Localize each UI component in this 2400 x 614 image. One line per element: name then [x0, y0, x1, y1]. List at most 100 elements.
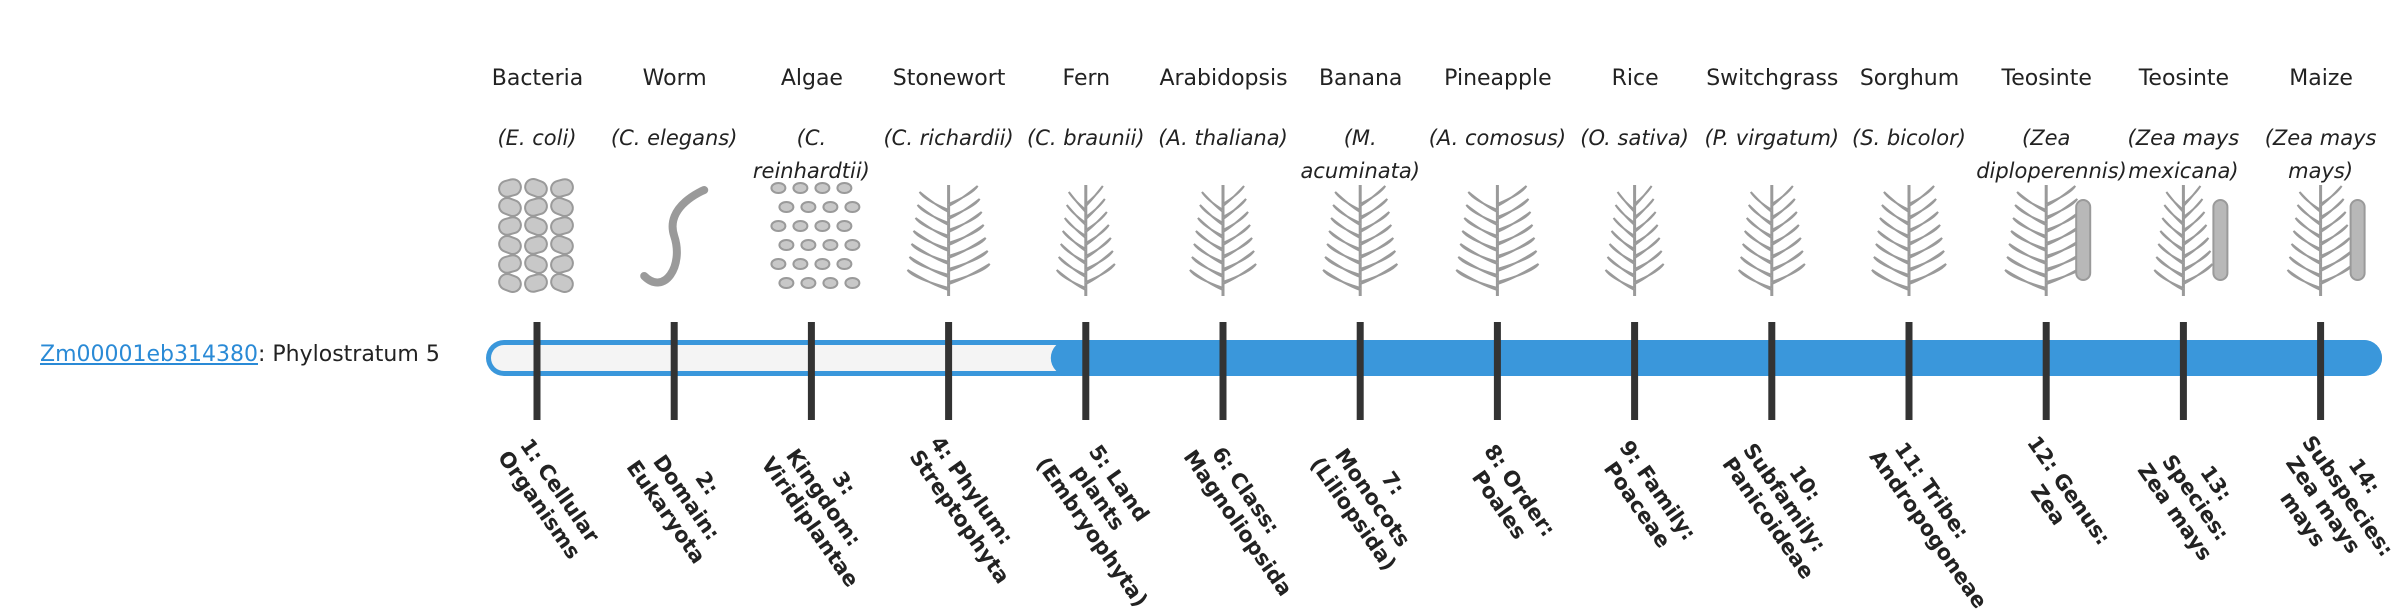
- leaf: [1332, 204, 1361, 226]
- bacterium: [498, 272, 522, 294]
- alga: [844, 239, 861, 251]
- leaf: [1463, 217, 1498, 239]
- bacterium: [524, 197, 548, 217]
- leaf: [2182, 185, 2202, 207]
- leaf: [1749, 191, 1773, 213]
- alga: [844, 201, 861, 213]
- organism-image: [1322, 185, 1399, 296]
- leaf: [1191, 256, 1224, 278]
- alga: [822, 277, 839, 289]
- organism-image: [2004, 185, 2092, 296]
- organism-name: Maize: [2289, 66, 2353, 91]
- leaf: [1739, 256, 1773, 278]
- leaf: [1634, 237, 1661, 259]
- alga: [822, 239, 839, 251]
- organism-species: (P. virgatum): [1704, 126, 1840, 150]
- bacterium: [550, 254, 574, 274]
- organism-species: (Zea mays mays): [2264, 126, 2377, 183]
- organism-name: Worm: [642, 66, 707, 91]
- organism-name: Teosinte: [2138, 66, 2230, 91]
- leaf: [1771, 198, 1796, 220]
- leaf: [1871, 269, 1910, 291]
- leaf: [1496, 198, 1530, 220]
- bacterium: [550, 196, 574, 218]
- organism-image: [498, 177, 574, 294]
- leaf: [2296, 204, 2322, 226]
- leaf: [1771, 250, 1804, 272]
- leaf: [2153, 269, 2184, 291]
- alga: [836, 220, 853, 232]
- leaf: [1085, 224, 1110, 246]
- bacterium: [550, 178, 574, 198]
- bacterium: [498, 196, 522, 218]
- alga: [778, 201, 795, 213]
- leaf: [1771, 263, 1806, 285]
- leaf: [2320, 224, 2349, 246]
- leaf: [2045, 198, 2079, 220]
- leaf: [1061, 230, 1087, 252]
- leaf: [1633, 211, 1657, 233]
- ear: [2075, 199, 2092, 281]
- leaf: [1497, 211, 1532, 233]
- organism-image: [640, 186, 709, 287]
- leaf: [1634, 263, 1665, 285]
- leaf: [1324, 256, 1361, 278]
- organism-name: Switchgrass: [1706, 66, 1839, 91]
- leaf: [1189, 269, 1224, 291]
- leaf: [2010, 230, 2047, 252]
- leaf: [1359, 224, 1393, 246]
- organism-species: (C. richardii): [883, 126, 1014, 150]
- leaf: [1737, 269, 1773, 291]
- leaf: [2006, 256, 2047, 278]
- leaf: [1222, 224, 1251, 246]
- alga: [822, 201, 839, 213]
- leaf: [2045, 185, 2077, 207]
- leaf: [2294, 217, 2322, 239]
- leaf: [1614, 204, 1636, 226]
- leaf: [1201, 191, 1224, 213]
- leaf: [1326, 243, 1361, 265]
- leaf: [1881, 204, 1910, 226]
- organism-image: [1871, 185, 1947, 296]
- leaf: [1085, 263, 1116, 285]
- leaf: [1359, 250, 1397, 272]
- leaf: [2182, 211, 2206, 233]
- ear: [2212, 199, 2229, 281]
- leaf: [1908, 224, 1941, 246]
- leaf: [1873, 256, 1910, 278]
- organism-image: [1737, 185, 1806, 296]
- leaf: [906, 269, 949, 291]
- alga: [800, 201, 817, 213]
- leaf: [1222, 237, 1253, 259]
- organism-name: Algae: [780, 66, 843, 91]
- leaf: [1497, 263, 1540, 285]
- leaf: [1883, 191, 1910, 213]
- organism-species: (A. comosus): [1428, 126, 1567, 150]
- alga: [792, 258, 809, 270]
- leaf: [2319, 185, 2343, 207]
- leaf: [1875, 243, 1910, 265]
- bacterium: [524, 215, 548, 237]
- bacterium: [498, 254, 522, 274]
- leaf: [1612, 217, 1636, 239]
- leaf: [1608, 243, 1636, 265]
- leaf: [1743, 230, 1773, 252]
- leaf: [1085, 198, 1106, 220]
- leaf: [1745, 217, 1773, 239]
- diagram: [486, 177, 2382, 420]
- leaf: [1067, 191, 1087, 213]
- leaf: [2292, 230, 2322, 252]
- leaf: [1085, 185, 1104, 207]
- bacterium: [550, 234, 574, 256]
- leaf: [1222, 263, 1257, 285]
- organism-image: [906, 185, 991, 296]
- leaf: [1604, 269, 1636, 291]
- gene-link[interactable]: Zm00001eb314380: [40, 342, 258, 367]
- leaf: [1616, 191, 1636, 213]
- leaf: [1195, 230, 1224, 252]
- leaf: [2182, 250, 2212, 272]
- leaf: [1467, 191, 1498, 213]
- bacterium: [524, 177, 548, 199]
- leaf: [2320, 198, 2345, 220]
- leaf: [2155, 256, 2184, 278]
